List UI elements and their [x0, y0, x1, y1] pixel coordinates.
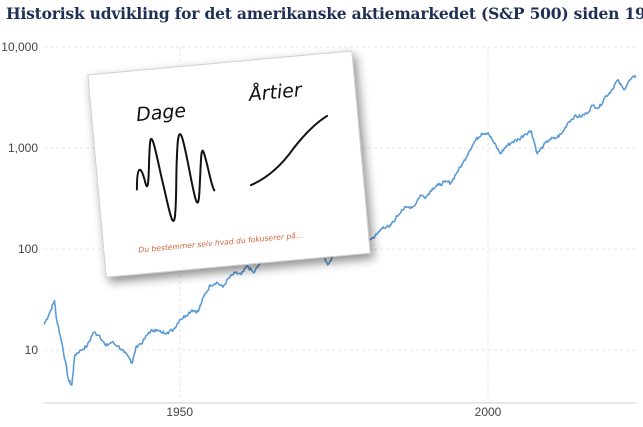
x-axis-ticks: 1950 2000: [166, 405, 501, 419]
x-tick-label: 2000: [475, 405, 502, 419]
x-tick-label: 1950: [166, 405, 193, 419]
y-tick-label: 100: [18, 242, 38, 256]
y-tick-label: 10,000: [1, 40, 38, 54]
inset-label-decades: Årtier: [246, 78, 304, 106]
inset-caption: Du bestemmer selv hvad du fokuserer på..…: [138, 231, 303, 255]
series-line-sp500: [43, 75, 637, 386]
inset-label-days: Dage: [135, 100, 187, 126]
chart-title: Historisk udvikling for det amerikanske …: [6, 4, 643, 23]
y-axis-ticks: 10 100 1,000 10,000: [1, 40, 38, 357]
smooth-trend-line: [250, 114, 329, 187]
inset-card: Dage Årtier Du bestemmer selv hvad du fo…: [87, 50, 371, 278]
y-tick-label: 10: [25, 343, 39, 357]
y-tick-label: 1,000: [8, 141, 38, 155]
inset-drawing: Dage Årtier Du bestemmer selv hvad du fo…: [135, 78, 329, 255]
volatile-squiggle: [135, 133, 216, 222]
